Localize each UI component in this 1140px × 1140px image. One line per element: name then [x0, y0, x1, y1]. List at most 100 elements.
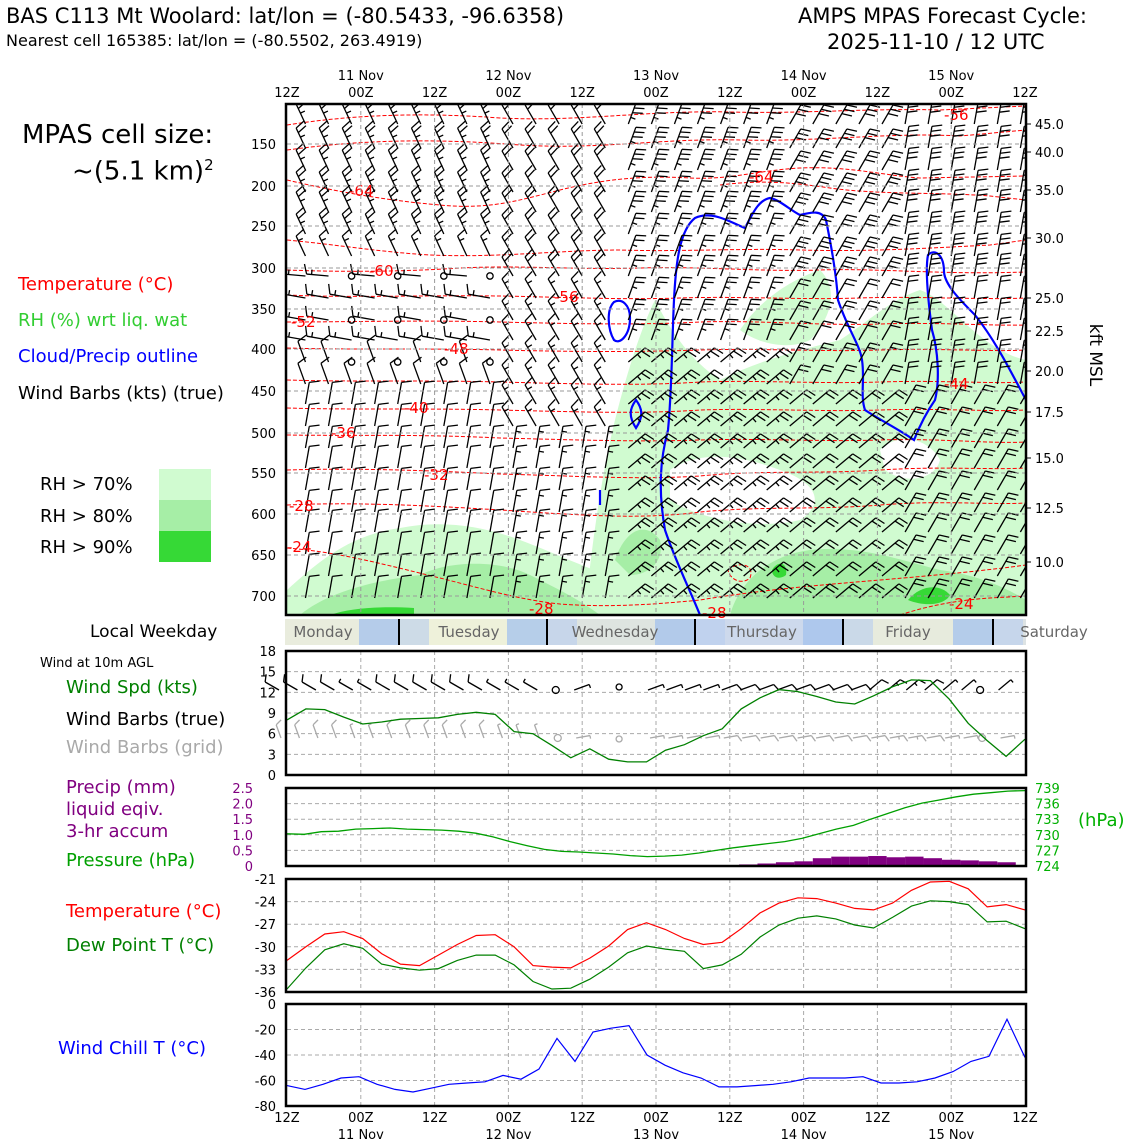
- wind-barb-feather: [527, 125, 536, 134]
- wind-barb-feather: [527, 280, 533, 284]
- wind-barb-feather: [538, 430, 545, 433]
- wind-barb-feather: [978, 360, 989, 363]
- wind-barb: [858, 192, 871, 213]
- wind-barb-feather: [411, 120, 420, 129]
- wind-barb-feather: [733, 372, 743, 380]
- wind-barb-feather: [722, 140, 728, 144]
- wind-barb-feather: [680, 323, 691, 326]
- wind-barb-feather: [977, 237, 988, 240]
- wind-barb-calm: [486, 272, 494, 280]
- wind-barb-feather: [821, 196, 832, 201]
- wind-barb-feather: [515, 514, 521, 517]
- wind-barb: [720, 389, 738, 405]
- wind-barb: [512, 510, 518, 533]
- wind-barb-feather: [411, 142, 420, 151]
- wind-barb-feather: [687, 586, 697, 594]
- wind-barb-feather: [907, 151, 919, 154]
- wind-barb: [720, 539, 738, 555]
- wind-barb-true-feather: [588, 684, 592, 689]
- wind-barb-feather: [760, 475, 770, 483]
- wind-barb-grid-calm: [615, 735, 623, 743]
- wind-barb-feather: [630, 162, 636, 166]
- wind-barb: [650, 539, 669, 555]
- wind-barb-feather: [892, 300, 904, 304]
- wind-barb-feather: [658, 318, 670, 321]
- wind-barb-feather: [714, 453, 724, 461]
- wind-barb-feather: [369, 110, 375, 114]
- wind-barb-feather: [351, 325, 354, 337]
- wind-barb-feather: [413, 237, 419, 242]
- wind-barb-feather: [550, 366, 556, 370]
- wind-barb-feather: [320, 334, 330, 342]
- wind-barb-feather: [516, 424, 528, 427]
- wind-barb-feather: [745, 140, 751, 144]
- wind-barb-feather: [295, 120, 305, 129]
- wind-barb-feather: [976, 134, 987, 137]
- wind-barb: [373, 576, 380, 599]
- wind-barb-feather: [504, 408, 510, 412]
- wind-barb-feather: [524, 164, 533, 174]
- wind-barb-feather: [706, 523, 711, 529]
- wind-barb-feather: [907, 173, 919, 176]
- wind-barb-feather: [459, 125, 468, 134]
- wind-barb-feather: [798, 176, 809, 181]
- wind-barb-feather: [680, 175, 691, 178]
- wind-barb-grid-feather: [589, 735, 592, 739]
- wind-barb-feather: [907, 178, 918, 181]
- wind-barb-feather: [367, 125, 376, 134]
- wind-barb: [627, 127, 637, 149]
- wind-barb: [674, 433, 692, 449]
- wind-barb-feather: [825, 564, 835, 572]
- wind-barb-feather: [864, 244, 876, 249]
- wind-barb: [387, 235, 399, 257]
- wind-barb-feather: [846, 214, 858, 218]
- wind-barb-true-feather: [717, 684, 721, 689]
- wind-barb-feather: [703, 131, 714, 134]
- legend-rh: RH (%) wrt liq. wat: [18, 310, 188, 331]
- wind-barb-true: [905, 679, 919, 691]
- wind-barb-feather: [346, 178, 352, 182]
- wind-barb-feather: [392, 220, 398, 224]
- wind-barb-feather: [962, 470, 973, 474]
- wind-barb-feather: [328, 325, 331, 337]
- wind-barb-feather: [634, 259, 645, 262]
- wind-barb: [858, 150, 871, 171]
- wind-barb-feather: [318, 228, 328, 237]
- wind-barb: [480, 104, 491, 125]
- wind-barb-feather: [892, 256, 904, 260]
- wind-barb-feather: [413, 169, 422, 178]
- wind-barb-feather: [772, 217, 783, 220]
- legend-rh90-label: RH > 90%: [40, 537, 133, 558]
- wind-barb-feather: [664, 520, 674, 528]
- wind-barb: [604, 446, 610, 469]
- wind-barb-feather: [724, 222, 730, 226]
- wind-barb-feather: [770, 112, 782, 114]
- wind-barb-feather: [898, 475, 908, 483]
- wind-barb-feather: [657, 195, 668, 198]
- height-tick-label: 22.5: [1035, 325, 1064, 340]
- wind-barb-true: [375, 681, 391, 691]
- wind-barb-feather: [570, 270, 579, 280]
- wind-barb-feather: [680, 107, 691, 110]
- wind-barb-feather: [632, 200, 643, 202]
- wind-barb: [489, 468, 495, 491]
- wind-barb: [743, 517, 761, 533]
- wind-barb-feather: [561, 536, 568, 539]
- wind-barb-feather: [915, 534, 927, 538]
- wind-barb-feather: [550, 211, 559, 220]
- wind-barb-feather: [424, 530, 435, 533]
- wind-barb: [547, 104, 560, 125]
- wind-barb-true: [523, 681, 538, 691]
- wind-barb-true-feather: [899, 679, 908, 684]
- wind-barb-feather: [751, 254, 762, 257]
- wind-barb-feather: [660, 567, 665, 573]
- wind-barb-feather: [634, 217, 645, 220]
- wind-barb-feather: [733, 586, 743, 594]
- wind-barb-feather: [438, 110, 444, 114]
- time-tick-label: 12Z: [865, 86, 891, 101]
- wind-barb-true-calm: [615, 683, 623, 691]
- wind-barb-feather: [680, 131, 691, 134]
- wind-barb-feather: [644, 433, 655, 441]
- height-tick-label: 45.0: [1035, 118, 1064, 133]
- wind-barb: [743, 389, 761, 405]
